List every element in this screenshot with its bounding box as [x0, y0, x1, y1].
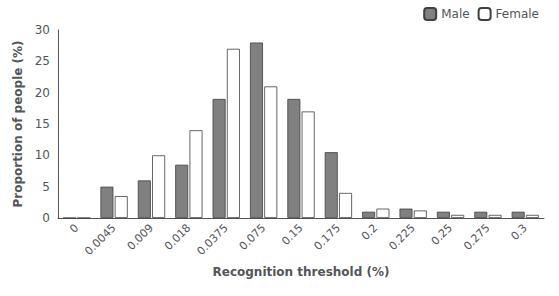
svg-text:Proportion of people (%): Proportion of people (%) — [11, 40, 25, 207]
svg-text:0.25: 0.25 — [429, 221, 455, 247]
svg-text:0.018: 0.018 — [162, 221, 193, 252]
svg-text:25: 25 — [35, 54, 50, 68]
svg-text:Male: Male — [441, 7, 469, 21]
svg-text:Female: Female — [496, 7, 539, 21]
svg-text:30: 30 — [35, 23, 50, 37]
svg-text:20: 20 — [35, 86, 50, 100]
svg-text:0.175: 0.175 — [312, 221, 343, 252]
svg-text:15: 15 — [35, 117, 50, 131]
svg-text:Recognition threshold (%): Recognition threshold (%) — [213, 265, 390, 279]
svg-text:10: 10 — [35, 148, 50, 162]
svg-text:0.075: 0.075 — [237, 221, 268, 252]
svg-text:0: 0 — [67, 221, 81, 235]
svg-text:0.2: 0.2 — [359, 221, 381, 243]
svg-text:0: 0 — [42, 211, 50, 225]
svg-text:0.275: 0.275 — [461, 221, 492, 252]
svg-text:0.0045: 0.0045 — [82, 221, 118, 257]
svg-text:0.009: 0.009 — [125, 221, 156, 252]
svg-text:0.225: 0.225 — [386, 221, 417, 252]
svg-text:0.3: 0.3 — [508, 221, 530, 243]
svg-text:5: 5 — [42, 180, 50, 194]
svg-text:0.15: 0.15 — [279, 221, 305, 247]
svg-text:0.0375: 0.0375 — [194, 221, 230, 257]
